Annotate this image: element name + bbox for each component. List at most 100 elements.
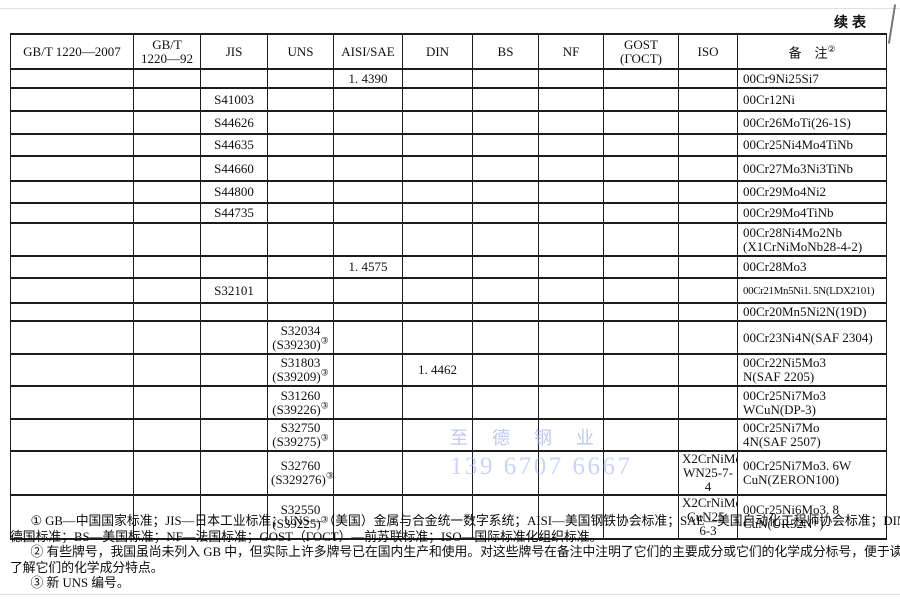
cell-remark: 00Cr23Ni4N(SAF 2304)	[737, 320, 887, 355]
cell-remark: 00Cr27Mo3Ni3TiNb	[737, 155, 887, 182]
cell-gb92	[133, 353, 201, 387]
cell-din	[402, 255, 473, 279]
table-row: S32034 (S39230)③ 00Cr23Ni4N(SAF 2304)	[10, 320, 887, 355]
cell-din	[402, 450, 473, 496]
column-header-remark: 备 注②	[737, 33, 887, 70]
cell-din	[402, 155, 473, 182]
cell-gb92	[133, 110, 201, 135]
cell-remark: 00Cr25Ni4Mo4TiNb	[737, 133, 887, 157]
cell-iso	[678, 155, 738, 182]
cell-jis	[200, 222, 268, 257]
cell-bs	[472, 110, 539, 135]
cell-iso	[678, 302, 738, 322]
table-row: 00Cr28Ni4Mo2Nb (X1CrNiMoNb28-4-2)	[10, 222, 887, 257]
cell-gb2007	[10, 202, 134, 224]
footnotes: ① GB—中国国家标准；JIS—日本工业标准；UNS—（美国）金属与合金统一数字…	[10, 514, 900, 592]
table-row: S31803 (S39209)③ 1. 4462 00Cr22Ni5Mo3 N(SAF …	[10, 353, 887, 387]
cell-iso	[678, 255, 738, 279]
cell-bs	[472, 450, 539, 496]
cell-gb92	[133, 302, 201, 322]
cell-nf	[538, 277, 604, 304]
cell-nf	[538, 255, 604, 279]
cell-din: 1. 4462	[402, 353, 473, 387]
cell-iso: X2CrNiMo WN25-7-4	[678, 450, 738, 496]
cell-uns	[267, 87, 334, 112]
cell-jis: S44626	[200, 110, 268, 135]
cell-gb2007	[10, 320, 134, 355]
cell-jis	[200, 320, 268, 355]
cell-remark: 00Cr28Mo3	[737, 255, 887, 279]
cell-gost	[603, 385, 679, 420]
cell-remark: 00Cr25Ni7Mo3 WCuN(DP-3)	[737, 385, 887, 420]
cell-gost	[603, 255, 679, 279]
standards-comparison-table: GB/T 1220—2007 GB/T 1220—92 JIS UNS AISI/SAE D…	[10, 33, 887, 540]
cell-gb92	[133, 155, 201, 182]
cell-din	[402, 277, 473, 304]
cell-bs	[472, 68, 539, 89]
cell-remark: 00Cr12Ni	[737, 87, 887, 112]
cell-jis	[200, 353, 268, 387]
cell-nf	[538, 385, 604, 420]
cell-uns: S32750 (S39275)③	[267, 418, 334, 452]
footnote-line: ② 有些牌号，我国虽尚未列入 GB 中，但实际上许多牌号已在国内生产和使用。对这…	[30, 545, 900, 560]
cell-gost	[603, 353, 679, 387]
table-row: S32760 (S329276)③ X2CrNiMo WN25-7-4 00Cr25Ni…	[10, 450, 887, 496]
cell-iso: X2CrNiMo CuN25-6-3	[678, 494, 738, 540]
cell-uns	[267, 202, 334, 224]
cell-remark: 00Cr29Mo4Ni2	[737, 180, 887, 204]
cell-remark: 00Cr26MoTi(26-1S)	[737, 110, 887, 135]
cell-remark: 00Cr22Ni5Mo3 N(SAF 2205)	[737, 353, 887, 387]
footnote-line: 了解它们的化学成分特点。	[10, 560, 164, 575]
cell-remark: 00Cr21Mn5Ni1. 5N(LDX2101)	[737, 277, 887, 304]
cell-aisi	[333, 320, 403, 355]
column-header-uns: UNS	[267, 33, 334, 70]
cell-gb92	[133, 68, 201, 89]
cell-uns	[267, 68, 334, 89]
cell-aisi	[333, 494, 403, 540]
table-row: S44660 00Cr27Mo3Ni3TiNb	[10, 155, 887, 182]
cell-bs	[472, 222, 539, 257]
column-header-gost: GOST (ГОСТ)	[603, 33, 679, 70]
table-row: S31260 (S39226)③ 00Cr25Ni7Mo3 WCuN(DP-3)	[10, 385, 887, 420]
cell-uns: S32034 (S39230)③	[267, 320, 334, 355]
cell-aisi	[333, 133, 403, 157]
cell-aisi	[333, 87, 403, 112]
cell-jis: S44800	[200, 180, 268, 204]
table-row: S41003 00Cr12Ni	[10, 87, 887, 112]
cell-nf	[538, 202, 604, 224]
column-header-iso: ISO	[678, 33, 738, 70]
cell-gb2007	[10, 353, 134, 387]
cell-iso	[678, 222, 738, 257]
cell-nf	[538, 302, 604, 322]
cell-gost	[603, 222, 679, 257]
cell-uns	[267, 277, 334, 304]
cell-jis	[200, 418, 268, 452]
table-body: 1. 4390 00Cr9Ni25Si7 S41003 00Cr12Ni S44626 0…	[10, 68, 887, 540]
cell-nf	[538, 222, 604, 257]
cell-bs	[472, 277, 539, 304]
cell-nf	[538, 494, 604, 540]
cell-remark: 00Cr28Ni4Mo2Nb (X1CrNiMoNb28-4-2)	[737, 222, 887, 257]
cell-gb92	[133, 450, 201, 496]
cell-gb2007	[10, 87, 134, 112]
cell-jis: S32101	[200, 277, 268, 304]
cell-din	[402, 385, 473, 420]
cell-gb92	[133, 222, 201, 257]
cell-gb2007	[10, 385, 134, 420]
continued-table-label: 续表	[834, 16, 870, 31]
cell-uns	[267, 255, 334, 279]
table-row: S32550 (S39225)③ X2CrNiMo CuN25-6-3 00Cr25Ni…	[10, 494, 887, 540]
cell-bs	[472, 133, 539, 157]
cell-din	[402, 494, 473, 540]
table-row: 1. 4575 00Cr28Mo3	[10, 255, 887, 279]
cell-aisi	[333, 450, 403, 496]
cell-jis: S44735	[200, 202, 268, 224]
cell-bs	[472, 255, 539, 279]
cell-remark: 00Cr9Ni25Si7	[737, 68, 887, 89]
cell-din	[402, 68, 473, 89]
table-row: S32750 (S39275)③ 00Cr25Ni7Mo 4N(SAF 2507)	[10, 418, 887, 452]
cell-jis	[200, 302, 268, 322]
cell-jis: S41003	[200, 87, 268, 112]
cell-iso	[678, 180, 738, 204]
